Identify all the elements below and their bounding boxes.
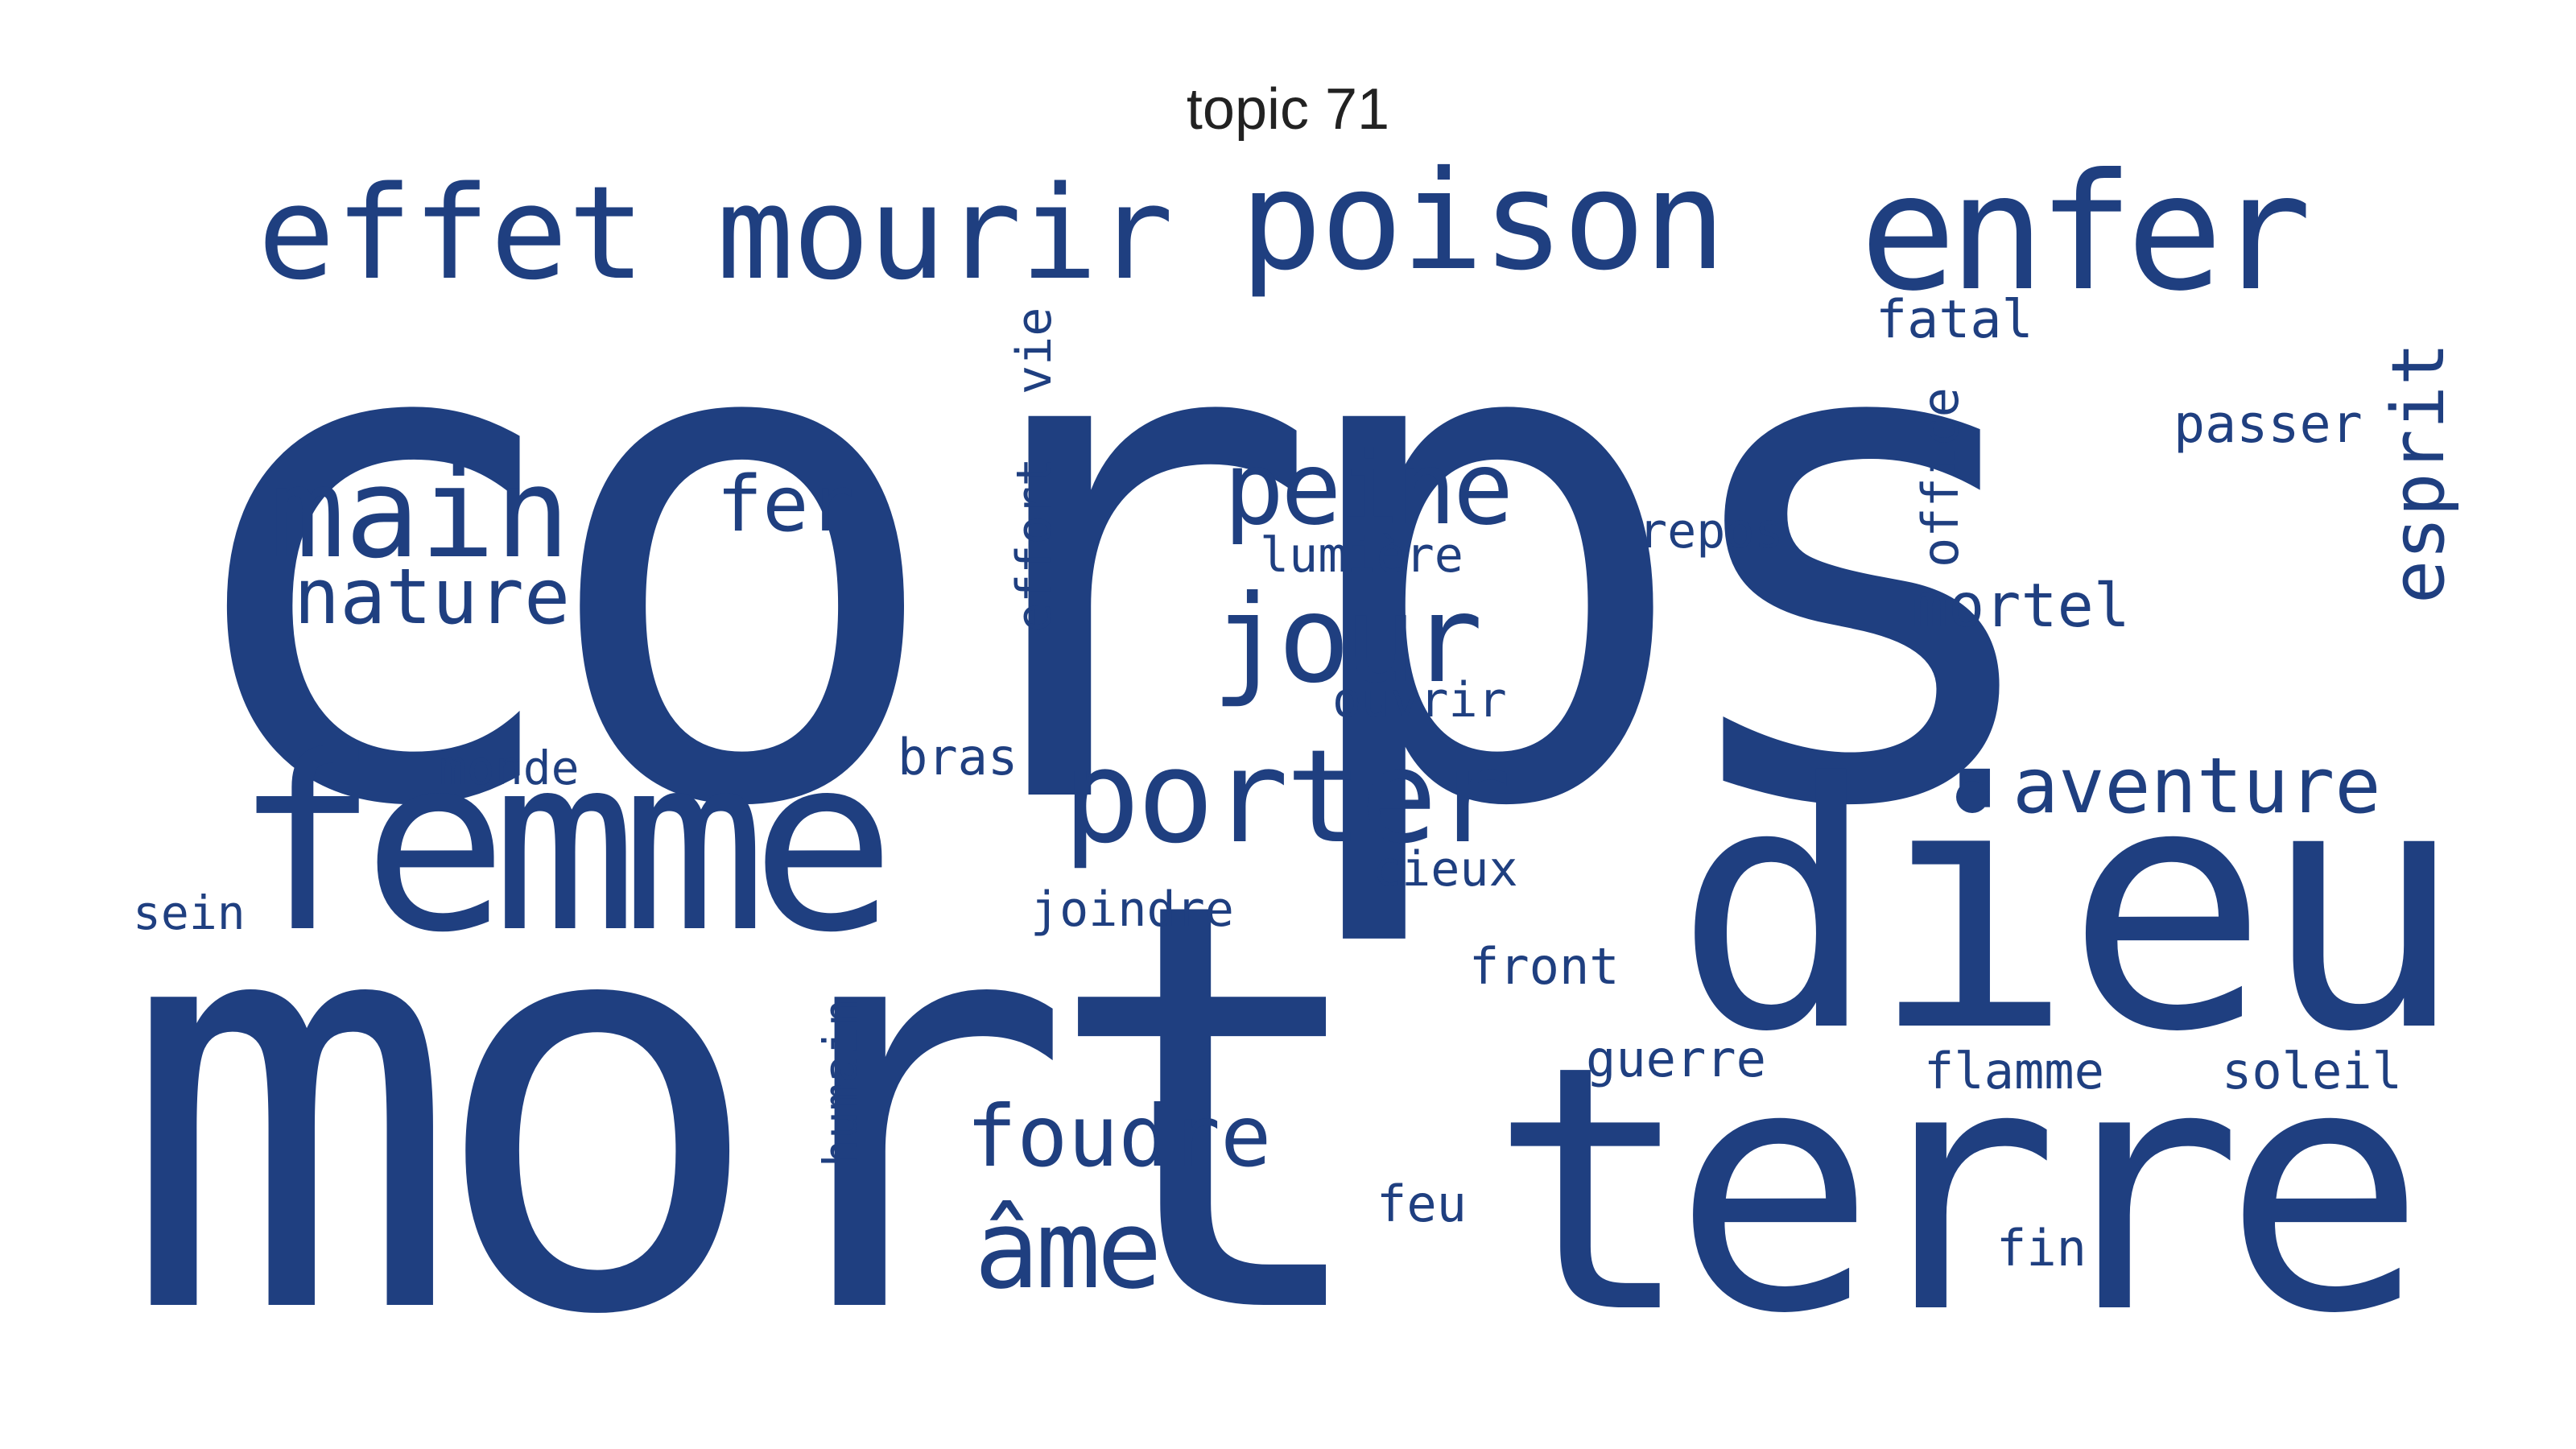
word-enfer: enfer	[1860, 139, 2312, 327]
word-repos: repos	[1638, 503, 1784, 559]
word-effort: effort	[1006, 457, 1063, 632]
word-vie: vie	[1006, 307, 1063, 394]
word-feu: feu	[1377, 1174, 1467, 1233]
word-fin: fin	[1996, 1219, 2087, 1278]
word-mort: mort	[121, 782, 1381, 1439]
word-main: main	[270, 440, 571, 586]
word-office: office	[1911, 387, 1970, 568]
word-flamme: flamme	[1924, 1042, 2104, 1100]
word-lumiere: lumière	[1260, 527, 1463, 584]
word-fer: fer	[716, 460, 855, 549]
word-femme: femme	[233, 704, 896, 985]
word-poison: poison	[1240, 142, 1726, 301]
word-humain: humain	[813, 998, 868, 1167]
word-dieu: dieu	[1674, 712, 2464, 1106]
word-bras: bras	[898, 728, 1018, 786]
word-mortel: mortel	[1912, 570, 2130, 641]
word-corps: corps	[161, 152, 2068, 958]
word-cieux: cieux	[1373, 841, 1518, 898]
word-porter: porter	[1063, 721, 1512, 872]
word-front: front	[1469, 937, 1620, 996]
chart-title: topic 71	[1186, 77, 1390, 142]
word-sein: sein	[133, 886, 246, 940]
word-monde: monde	[439, 741, 580, 795]
word-joindre: joindre	[1030, 881, 1234, 938]
word-ame: âme	[974, 1187, 1162, 1313]
word-terre: terre	[1489, 994, 2426, 1388]
dot-mark	[1956, 781, 1988, 813]
word-fatal: fatal	[1876, 290, 2033, 350]
word-ouvrir: ouvrir	[1332, 672, 1507, 729]
word-guerre: guerre	[1586, 1030, 1766, 1088]
word-nature: nature	[294, 553, 571, 642]
word-jour: jour	[1212, 570, 1483, 710]
word-peine: peine	[1224, 431, 1513, 547]
word-effet: effet	[258, 158, 646, 308]
word-esprit: esprit	[2376, 341, 2461, 604]
word-aventure: aventure	[2013, 742, 2381, 831]
word-foudre: foudre	[966, 1088, 1272, 1186]
word-mourir: mourir	[716, 158, 1174, 308]
word-soleil: soleil	[2222, 1042, 2402, 1100]
word-passer: passer	[2174, 394, 2363, 455]
